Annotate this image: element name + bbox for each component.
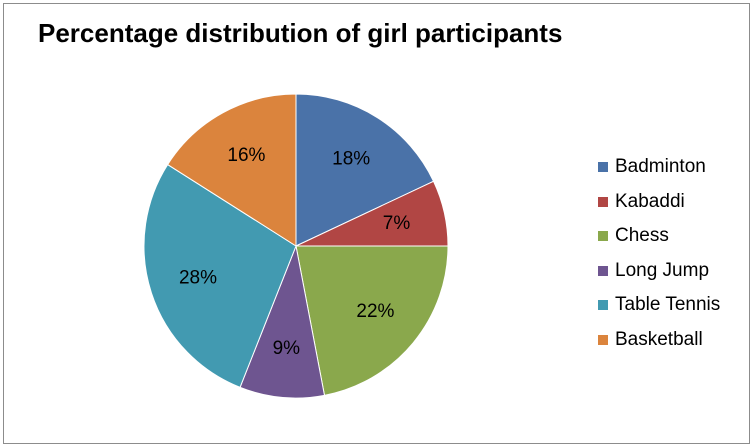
legend-item-badminton: Badminton bbox=[598, 150, 720, 185]
legend-item-chess: Chess bbox=[598, 219, 720, 254]
chart-legend: Badminton Kabaddi Chess Long Jump Table Tenn… bbox=[598, 150, 720, 357]
data-label-badminton: 18% bbox=[332, 149, 370, 170]
legend-swatch bbox=[598, 300, 608, 311]
legend-label: Chess bbox=[615, 225, 669, 247]
legend-label: Table Tennis bbox=[615, 294, 721, 316]
legend-swatch bbox=[598, 334, 608, 345]
data-label-chess: 22% bbox=[356, 301, 394, 322]
legend-item-long-jump: Long Jump bbox=[598, 254, 720, 289]
legend-label: Badminton bbox=[615, 156, 706, 178]
legend-label: Kabaddi bbox=[615, 190, 685, 212]
pie-slice-long-jump bbox=[239, 244, 326, 399]
pie-slice-table-tennis bbox=[143, 163, 297, 388]
pie-slice-basketball bbox=[166, 93, 297, 247]
legend-item-basketball: Basketball bbox=[598, 323, 720, 358]
legend-swatch bbox=[598, 231, 608, 242]
pie-slice-chess bbox=[295, 245, 449, 396]
data-label-long-jump: 9% bbox=[273, 338, 301, 359]
legend-item-kabaddi: Kabaddi bbox=[598, 185, 720, 220]
pie-slice-badminton bbox=[295, 93, 435, 247]
legend-label: Basketball bbox=[615, 328, 703, 350]
chart-title: Percentage distribution of girl particip… bbox=[38, 18, 563, 48]
legend-item-table-tennis: Table Tennis bbox=[598, 288, 720, 323]
data-label-kabaddi: 7% bbox=[383, 213, 411, 234]
legend-label: Long Jump bbox=[615, 259, 710, 281]
legend-swatch bbox=[598, 196, 608, 207]
legend-swatch bbox=[598, 162, 608, 173]
legend-swatch bbox=[598, 265, 608, 276]
data-label-table-tennis: 28% bbox=[179, 267, 217, 288]
data-label-basketball: 16% bbox=[227, 145, 265, 166]
